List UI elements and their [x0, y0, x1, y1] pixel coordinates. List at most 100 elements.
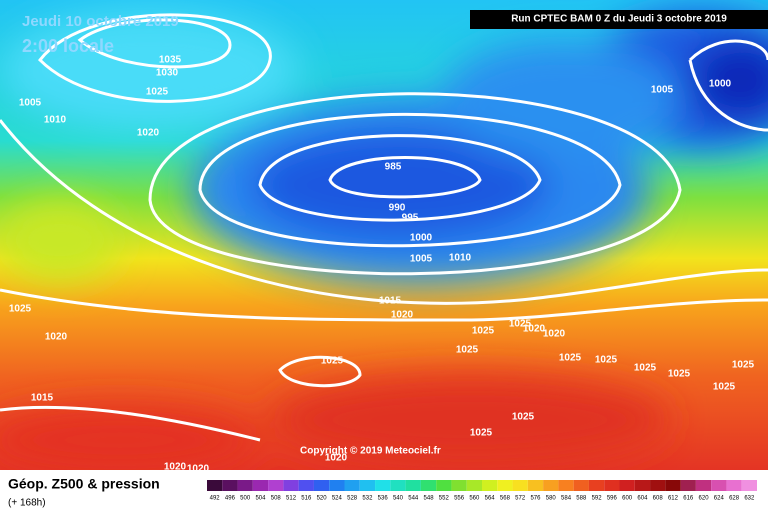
isobar-label: 1025: [456, 345, 479, 356]
legend-label: 532: [362, 496, 373, 502]
legend-swatch: [711, 480, 727, 491]
isobar-label: 1025: [512, 412, 535, 423]
isobar-label: 1010: [449, 253, 472, 264]
legend-swatch: [527, 480, 544, 491]
copyright: Copyright © 2019 Meteociel.fr: [300, 446, 441, 457]
isobar-label: 1015: [31, 393, 54, 404]
legend-label: 540: [393, 496, 404, 502]
legend-swatch: [237, 480, 253, 491]
legend-label: 552: [439, 496, 450, 502]
isobar-label: 1030: [156, 68, 179, 79]
isobar-label: 1005: [19, 98, 42, 109]
isobar-label: 1020: [325, 453, 348, 464]
legend-swatch: [558, 480, 574, 491]
legend-swatch: [512, 480, 528, 491]
legend-label: 544: [408, 496, 419, 502]
isobars: [0, 13, 768, 442]
legend-swatch: [604, 480, 620, 491]
isobar-label: 1025: [509, 319, 532, 330]
legend-swatch: [619, 480, 635, 491]
legend-label: 508: [271, 496, 282, 502]
legend-swatch: [497, 480, 513, 491]
legend-swatch: [329, 480, 345, 491]
isobar-label: 1020: [137, 128, 160, 139]
legend-swatch: [252, 480, 269, 491]
legend-label: 516: [301, 496, 312, 502]
legend-label: 536: [378, 496, 389, 502]
isobar-label: 1035: [159, 55, 182, 66]
legend-label: 512: [286, 496, 297, 502]
legend-swatch: [451, 480, 467, 491]
isobar-label: 1025: [668, 369, 691, 380]
isobar-label: 1010: [44, 115, 67, 126]
isobar-label: 1020: [187, 464, 210, 475]
isobar-label: 1015: [379, 296, 402, 307]
legend-label: 632: [744, 496, 755, 502]
isobar-label: 1020: [391, 310, 414, 321]
isobar-label: 1025: [472, 326, 495, 337]
legend-swatch: [680, 480, 696, 491]
legend-label: 548: [424, 496, 435, 502]
isobar-label: 1005: [651, 85, 674, 96]
legend-label: 504: [255, 496, 266, 502]
legend-label: 624: [714, 496, 725, 502]
isobar-label: 1020: [543, 329, 566, 340]
legend-swatch: [344, 480, 360, 491]
legend-label: 588: [576, 496, 587, 502]
legend-swatch: [650, 480, 666, 491]
legend-label: 492: [210, 496, 221, 502]
isobar-label: 1025: [559, 353, 582, 364]
legend-title: Géop. Z500 & pression: [8, 476, 160, 492]
legend-label: 572: [515, 496, 526, 502]
isobar-label: 1020: [164, 462, 187, 473]
legend-label: 580: [546, 496, 557, 502]
isobar-label: 1000: [709, 79, 732, 90]
isobar-label: 1020: [523, 324, 546, 335]
legend-label: 556: [454, 496, 465, 502]
legend-swatch: [482, 480, 498, 491]
legend-swatch: [634, 480, 651, 491]
legend-label: 528: [347, 496, 358, 502]
legend-swatch: [222, 480, 238, 491]
legend-label: 584: [561, 496, 572, 502]
legend-label: 612: [668, 496, 679, 502]
legend-swatch: [313, 480, 330, 491]
legend-swatch: [573, 480, 589, 491]
isobar-label: 1020: [45, 332, 68, 343]
isobar-label: 995: [402, 213, 419, 224]
legend-label: 592: [592, 496, 603, 502]
legend-lead: (+ 168h): [8, 498, 46, 509]
isobar-label: 1025: [634, 363, 657, 374]
isobar-label: 1025: [470, 428, 493, 439]
time: 2:00 locale: [22, 36, 114, 56]
legend-swatch: [207, 480, 223, 491]
legend-label: 600: [622, 496, 633, 502]
isobar-label: 1025: [9, 304, 32, 315]
isobar-label: 1025: [146, 87, 169, 98]
legend-swatch: [298, 480, 314, 491]
isobar-label: 1025: [321, 356, 344, 367]
legend-label: 628: [729, 496, 740, 502]
legend-swatch: [466, 480, 482, 491]
legend-label: 524: [332, 496, 343, 502]
legend-swatch: [741, 480, 757, 491]
legend-swatch: [420, 480, 437, 491]
legend-swatch: [543, 480, 559, 491]
legend-label: 560: [469, 496, 480, 502]
legend-swatch: [665, 480, 681, 491]
isobar-label: 990: [389, 203, 406, 214]
legend-label: 568: [500, 496, 511, 502]
legend-swatch: [405, 480, 421, 491]
isobar-label: 985: [385, 162, 402, 173]
legend-label: 604: [637, 496, 648, 502]
isobar-label: 1025: [732, 360, 755, 371]
legend-swatch: [695, 480, 712, 491]
isobar-label: 1025: [713, 382, 736, 393]
isobar-label: 1005: [410, 254, 433, 265]
isobar-label: 1025: [595, 355, 618, 366]
legend-swatch: [268, 480, 284, 491]
legend-label: 520: [317, 496, 328, 502]
legend-label: 564: [485, 496, 496, 502]
legend-swatch: [436, 480, 452, 491]
